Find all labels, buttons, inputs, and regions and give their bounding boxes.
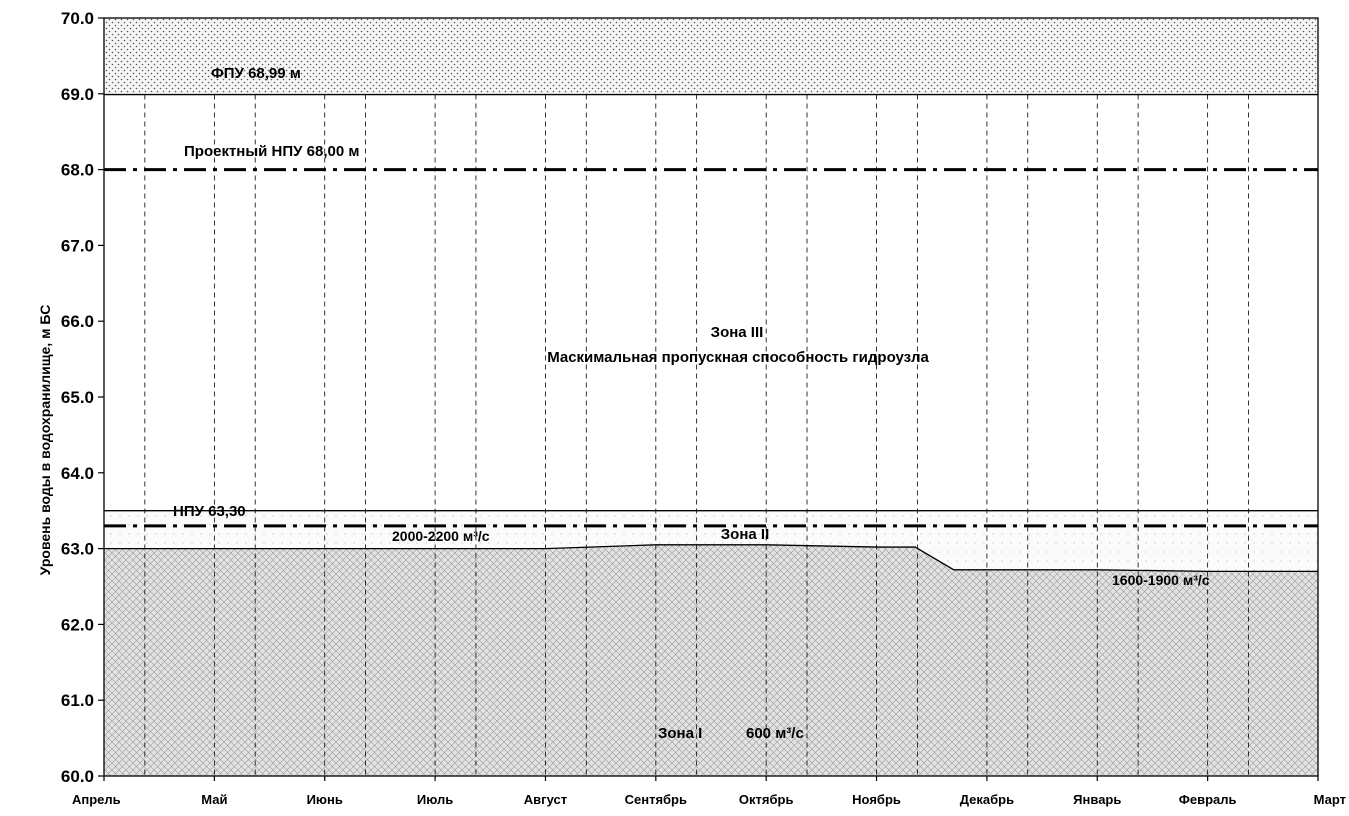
y-tick-label: 69.0 <box>61 85 94 104</box>
y-axis-ticks: 60.0 61.0 62.0 63.0 64.0 65.0 66.0 67.0 68.0 69.0… <box>61 9 104 786</box>
x-tick-label: Июнь <box>307 792 343 807</box>
zone-2-flow-left-label: 2000-2200 м³/с <box>392 528 490 544</box>
npu-label: НПУ 63,30 <box>173 503 246 520</box>
x-tick-label: Август <box>524 792 567 807</box>
zone-1-flow-label: 600 м³/с <box>746 725 804 742</box>
x-tick-label: Июль <box>417 792 453 807</box>
y-tick-label: 67.0 <box>61 236 94 255</box>
y-tick-label: 70.0 <box>61 9 94 28</box>
x-tick-label: Ноябрь <box>852 792 901 807</box>
y-axis-label: Уровень воды в водохранилище, м БС <box>37 305 53 576</box>
x-tick-label: Сентябрь <box>625 792 687 807</box>
x-tick-label: Май <box>201 792 227 807</box>
design-npu-label: Проектный НПУ 68,00 м <box>184 143 359 160</box>
plot-area <box>103 17 1319 777</box>
y-tick-label: 68.0 <box>61 161 94 180</box>
zone-1-upper-line <box>104 544 1318 572</box>
y-tick-label: 63.0 <box>61 540 94 559</box>
fpu-band <box>104 18 1318 95</box>
y-tick-label: 65.0 <box>61 388 94 407</box>
zone-1-area <box>104 544 1318 776</box>
zone-2-flow-right-label: 1600-1900 м³/с <box>1112 572 1210 588</box>
fpu-label: ФПУ 68,99 м <box>211 65 301 82</box>
grid-lines <box>144 94 1249 776</box>
y-tick-label: 61.0 <box>61 691 94 710</box>
y-tick-label: 66.0 <box>61 312 94 331</box>
y-tick-label: 60.0 <box>61 767 94 786</box>
y-tick-label: 62.0 <box>61 615 94 634</box>
x-tick-label: Апрель <box>72 792 121 807</box>
x-tick-label: Октябрь <box>739 792 794 807</box>
y-tick-label: 64.0 <box>61 464 94 483</box>
x-axis-ticks: Апрель Май Июнь Июль Август Сентябрь Октябрь Но… <box>72 776 1346 807</box>
zone-1-title: Зона I <box>658 725 702 742</box>
zone-2-title: Зона II <box>721 526 769 543</box>
zone-3-description: Маскимальная пропускная способность гидр… <box>547 349 929 366</box>
x-tick-label: Январь <box>1073 792 1121 807</box>
x-tick-label: Декабрь <box>960 792 1014 807</box>
x-tick-label: Февраль <box>1179 792 1237 807</box>
x-tick-label: Март <box>1314 792 1346 807</box>
zone-3-title: Зона III <box>711 324 764 341</box>
